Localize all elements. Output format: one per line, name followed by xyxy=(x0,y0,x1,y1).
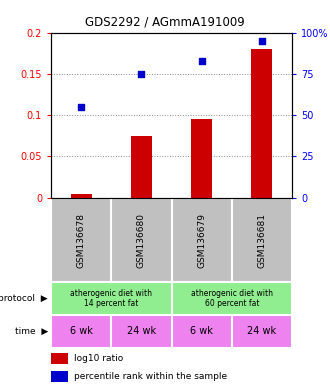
Bar xyxy=(112,315,172,348)
Text: 6 wk: 6 wk xyxy=(70,326,93,336)
Bar xyxy=(172,315,232,348)
Text: GSM136681: GSM136681 xyxy=(257,212,266,268)
Bar xyxy=(232,198,292,282)
Text: atherogenic diet with
14 percent fat: atherogenic diet with 14 percent fat xyxy=(70,289,152,308)
Text: 24 wk: 24 wk xyxy=(127,326,156,336)
Text: time  ▶: time ▶ xyxy=(15,327,48,336)
Bar xyxy=(71,194,92,198)
Bar xyxy=(172,198,232,282)
Bar xyxy=(232,315,292,348)
Text: GSM136679: GSM136679 xyxy=(197,212,206,268)
Bar xyxy=(191,119,212,198)
Text: 6 wk: 6 wk xyxy=(190,326,213,336)
Text: GDS2292 / AGmmA191009: GDS2292 / AGmmA191009 xyxy=(85,16,245,29)
Text: atherogenic diet with
60 percent fat: atherogenic diet with 60 percent fat xyxy=(191,289,273,308)
Text: GSM136680: GSM136680 xyxy=(137,212,146,268)
Bar xyxy=(51,371,68,382)
Text: log10 ratio: log10 ratio xyxy=(74,354,123,363)
Text: protocol  ▶: protocol ▶ xyxy=(0,294,48,303)
Text: GSM136678: GSM136678 xyxy=(77,212,86,268)
Bar xyxy=(131,136,152,198)
Bar xyxy=(172,282,292,315)
Point xyxy=(79,104,84,110)
Point xyxy=(199,58,204,64)
Bar xyxy=(112,198,172,282)
Bar xyxy=(51,353,68,364)
Bar xyxy=(51,198,112,282)
Text: 24 wk: 24 wk xyxy=(248,326,277,336)
Bar xyxy=(251,49,273,198)
Point xyxy=(139,71,144,77)
Bar xyxy=(51,315,112,348)
Text: percentile rank within the sample: percentile rank within the sample xyxy=(74,372,227,381)
Bar xyxy=(51,282,172,315)
Point xyxy=(259,38,265,44)
